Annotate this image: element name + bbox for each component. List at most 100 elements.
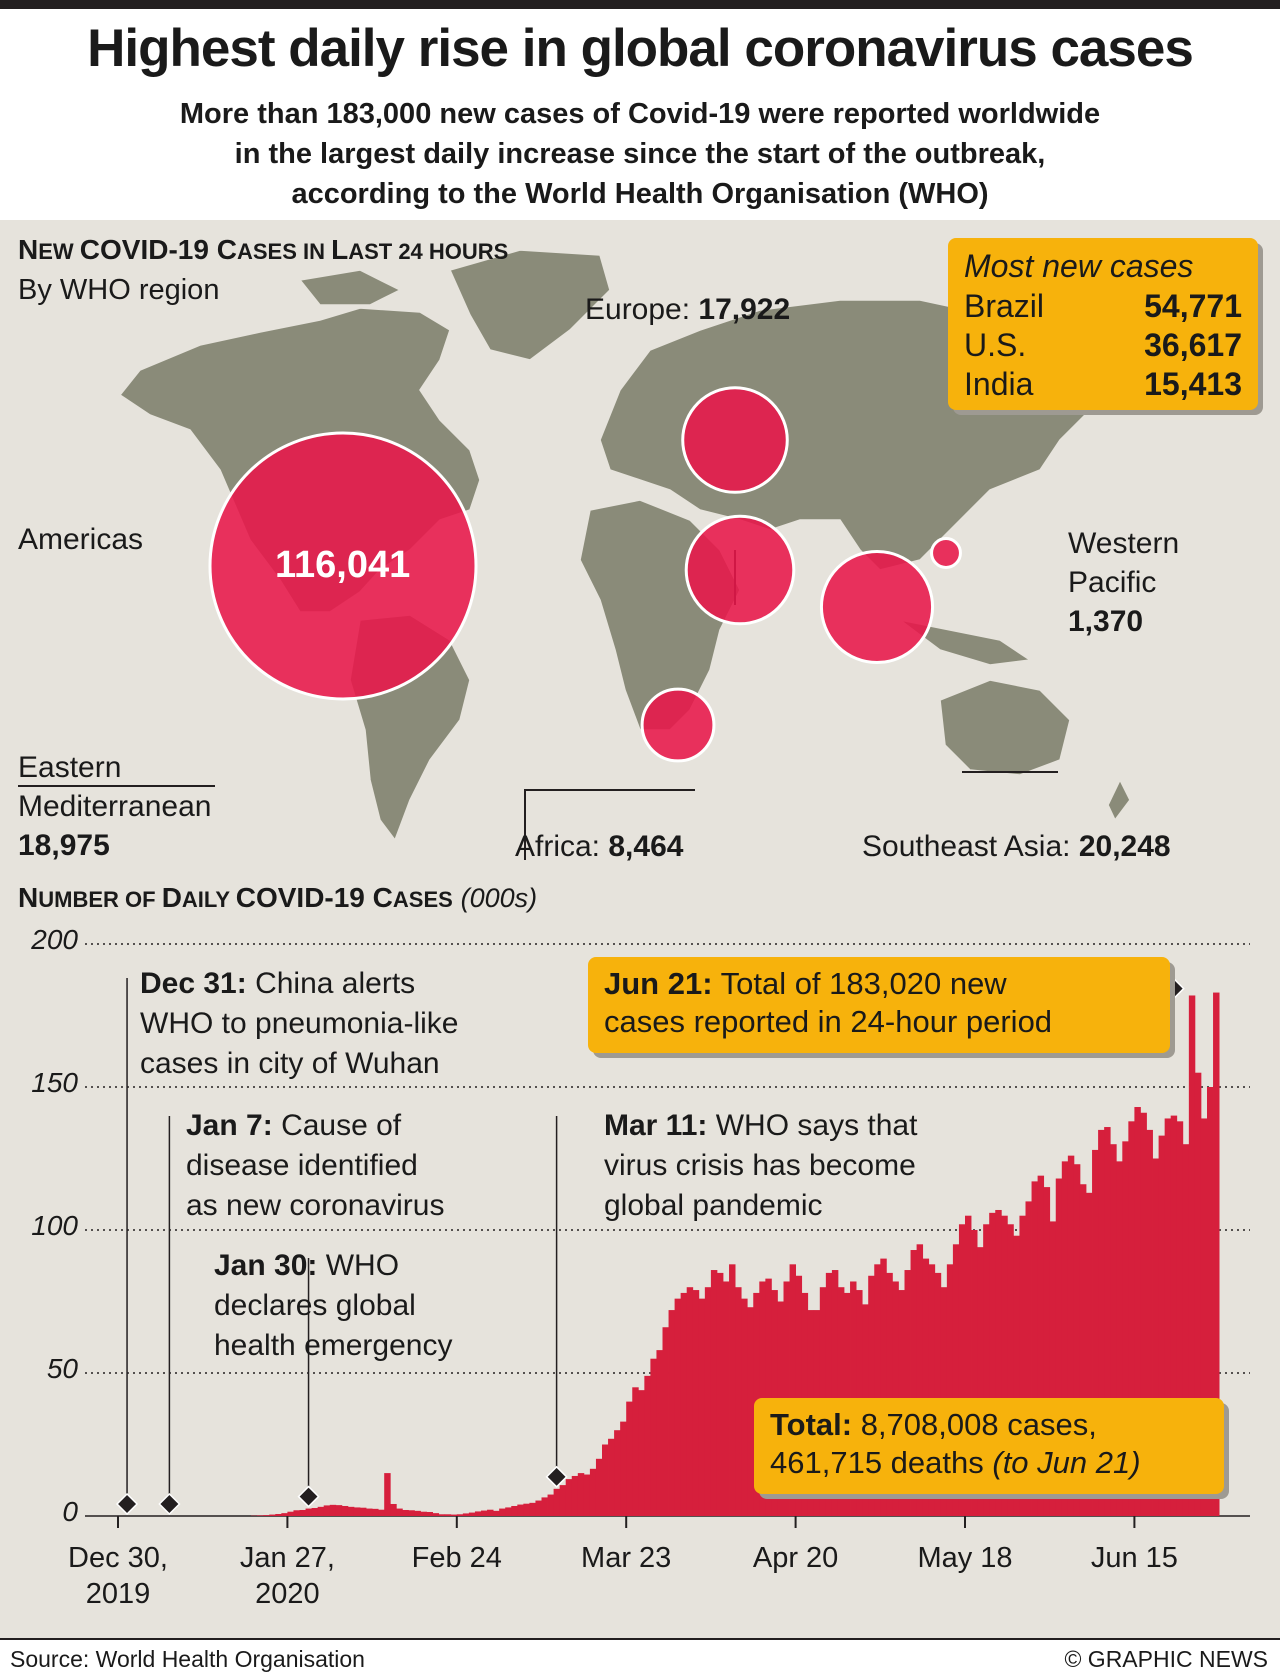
annotation-text: as new coronavirus	[186, 1189, 445, 1222]
label-americas: Americas	[18, 523, 144, 556]
bar	[716, 1272, 724, 1516]
bar	[426, 1511, 433, 1516]
bubble-layer	[208, 386, 962, 763]
bar	[420, 1511, 427, 1516]
bar	[710, 1270, 718, 1516]
annotation-jan30: Jan 30: WHO declares global health emerg…	[214, 1246, 452, 1366]
bar	[523, 1503, 530, 1516]
bar	[662, 1327, 669, 1516]
bar	[825, 1272, 833, 1516]
bar	[741, 1298, 748, 1516]
bar	[299, 1509, 306, 1516]
bar	[1110, 1144, 1117, 1516]
map-heading-part: AST 24 H	[348, 239, 445, 264]
annotation-text: disease identified	[186, 1149, 418, 1182]
label-africa: Africa: 8,464	[515, 827, 683, 866]
bar	[680, 1292, 688, 1516]
bar	[1158, 1135, 1166, 1516]
americas-value: 116,041	[275, 544, 411, 586]
annotation-text: 461,715 deaths	[770, 1445, 984, 1480]
bar	[1116, 1161, 1123, 1516]
bar	[1049, 1221, 1057, 1516]
bar	[396, 1508, 403, 1516]
bar	[1019, 1215, 1026, 1516]
annotation-text: Cause of	[281, 1109, 402, 1142]
bar	[644, 1375, 651, 1516]
label-eastern-mediterranean: Eastern Mediterranean 18,975	[18, 748, 211, 865]
bar	[438, 1514, 446, 1516]
bar	[1194, 1072, 1202, 1516]
leader-eastern-med	[524, 789, 695, 860]
bar	[323, 1505, 331, 1516]
bar	[946, 1264, 954, 1516]
top-rule	[0, 0, 1280, 9]
y-tick-label: 150	[31, 1067, 78, 1098]
annotation-text: declares global	[214, 1289, 416, 1322]
map-heading: NEW COVID-19 CASES IN LAST 24 HOURS	[18, 234, 508, 266]
bar	[765, 1278, 772, 1516]
bar	[269, 1514, 276, 1516]
bar	[275, 1513, 282, 1516]
annotation-text: cases reported in 24-hour period	[604, 1004, 1053, 1039]
bar	[698, 1298, 706, 1516]
callout-total: Total: 8,708,008 cases, 461,715 deaths (…	[754, 1398, 1224, 1494]
bar	[704, 1287, 712, 1516]
page-subtitle: More than 183,000 new cases of Covid-19 …	[60, 94, 1220, 214]
annotation-mar11: Mar 11: WHO says that virus crisis has b…	[604, 1106, 917, 1226]
annotation-dec31: Dec 31: China alerts WHO to pneumonia-li…	[140, 964, 458, 1084]
annotation-label: Total:	[770, 1407, 853, 1442]
bar	[723, 1281, 730, 1516]
annotation-date: Jan 7:	[186, 1109, 273, 1142]
bar	[341, 1505, 349, 1516]
annotation-date: Mar 11:	[604, 1109, 708, 1142]
bar	[595, 1458, 603, 1516]
bar	[922, 1258, 930, 1516]
region-value: 8,464	[608, 830, 684, 863]
bar	[1098, 1129, 1105, 1516]
bubble-europe	[681, 386, 789, 494]
annotation-text: health emergency	[214, 1329, 453, 1362]
bar	[1061, 1161, 1069, 1516]
footer	[0, 1640, 1280, 1680]
bar	[1043, 1187, 1051, 1516]
annotation-text: China alerts	[255, 967, 416, 1000]
bar	[529, 1502, 536, 1516]
bar	[281, 1513, 288, 1516]
bar	[650, 1358, 657, 1516]
chart-heading-part: UMBER OF	[38, 887, 162, 912]
bar	[378, 1509, 385, 1516]
bar	[372, 1508, 379, 1516]
bar	[535, 1500, 542, 1516]
chart-heading-part: ASES	[392, 887, 453, 912]
bar	[995, 1209, 1002, 1516]
bar	[450, 1514, 458, 1516]
bubble-africa	[640, 687, 716, 763]
source-note: Source: World Health Organisation	[10, 1646, 365, 1672]
bar	[487, 1509, 494, 1516]
most-new-cases-caption: Most new cases	[964, 248, 1194, 284]
bar	[583, 1474, 591, 1516]
bar	[293, 1510, 300, 1516]
annotation-date: Jan 30:	[214, 1249, 318, 1282]
bar	[287, 1511, 294, 1516]
bar	[831, 1270, 839, 1516]
bar	[928, 1264, 936, 1516]
bar	[602, 1444, 609, 1516]
region-name: Europe:	[585, 293, 691, 326]
x-tick-label: Dec 30, 2019	[68, 1542, 168, 1610]
y-tick-label: 100	[31, 1210, 78, 1241]
bar	[1213, 992, 1220, 1516]
annotation-text: cases in city of Wuhan	[140, 1047, 440, 1080]
annotation-text: Total of 183,020 new	[720, 966, 1007, 1001]
bar	[692, 1290, 700, 1516]
event-marker	[297, 1485, 320, 1508]
region-value: 1,370	[1068, 605, 1144, 638]
bar	[347, 1506, 355, 1516]
bubble-americas	[208, 431, 478, 701]
bar	[1152, 1158, 1159, 1516]
bar	[263, 1515, 270, 1516]
label-europe: Europe: 17,922	[585, 290, 790, 329]
x-tick-label: Jun 15	[1090, 1542, 1178, 1574]
bar	[1170, 1115, 1178, 1516]
map-subheading: By WHO region	[18, 274, 220, 306]
